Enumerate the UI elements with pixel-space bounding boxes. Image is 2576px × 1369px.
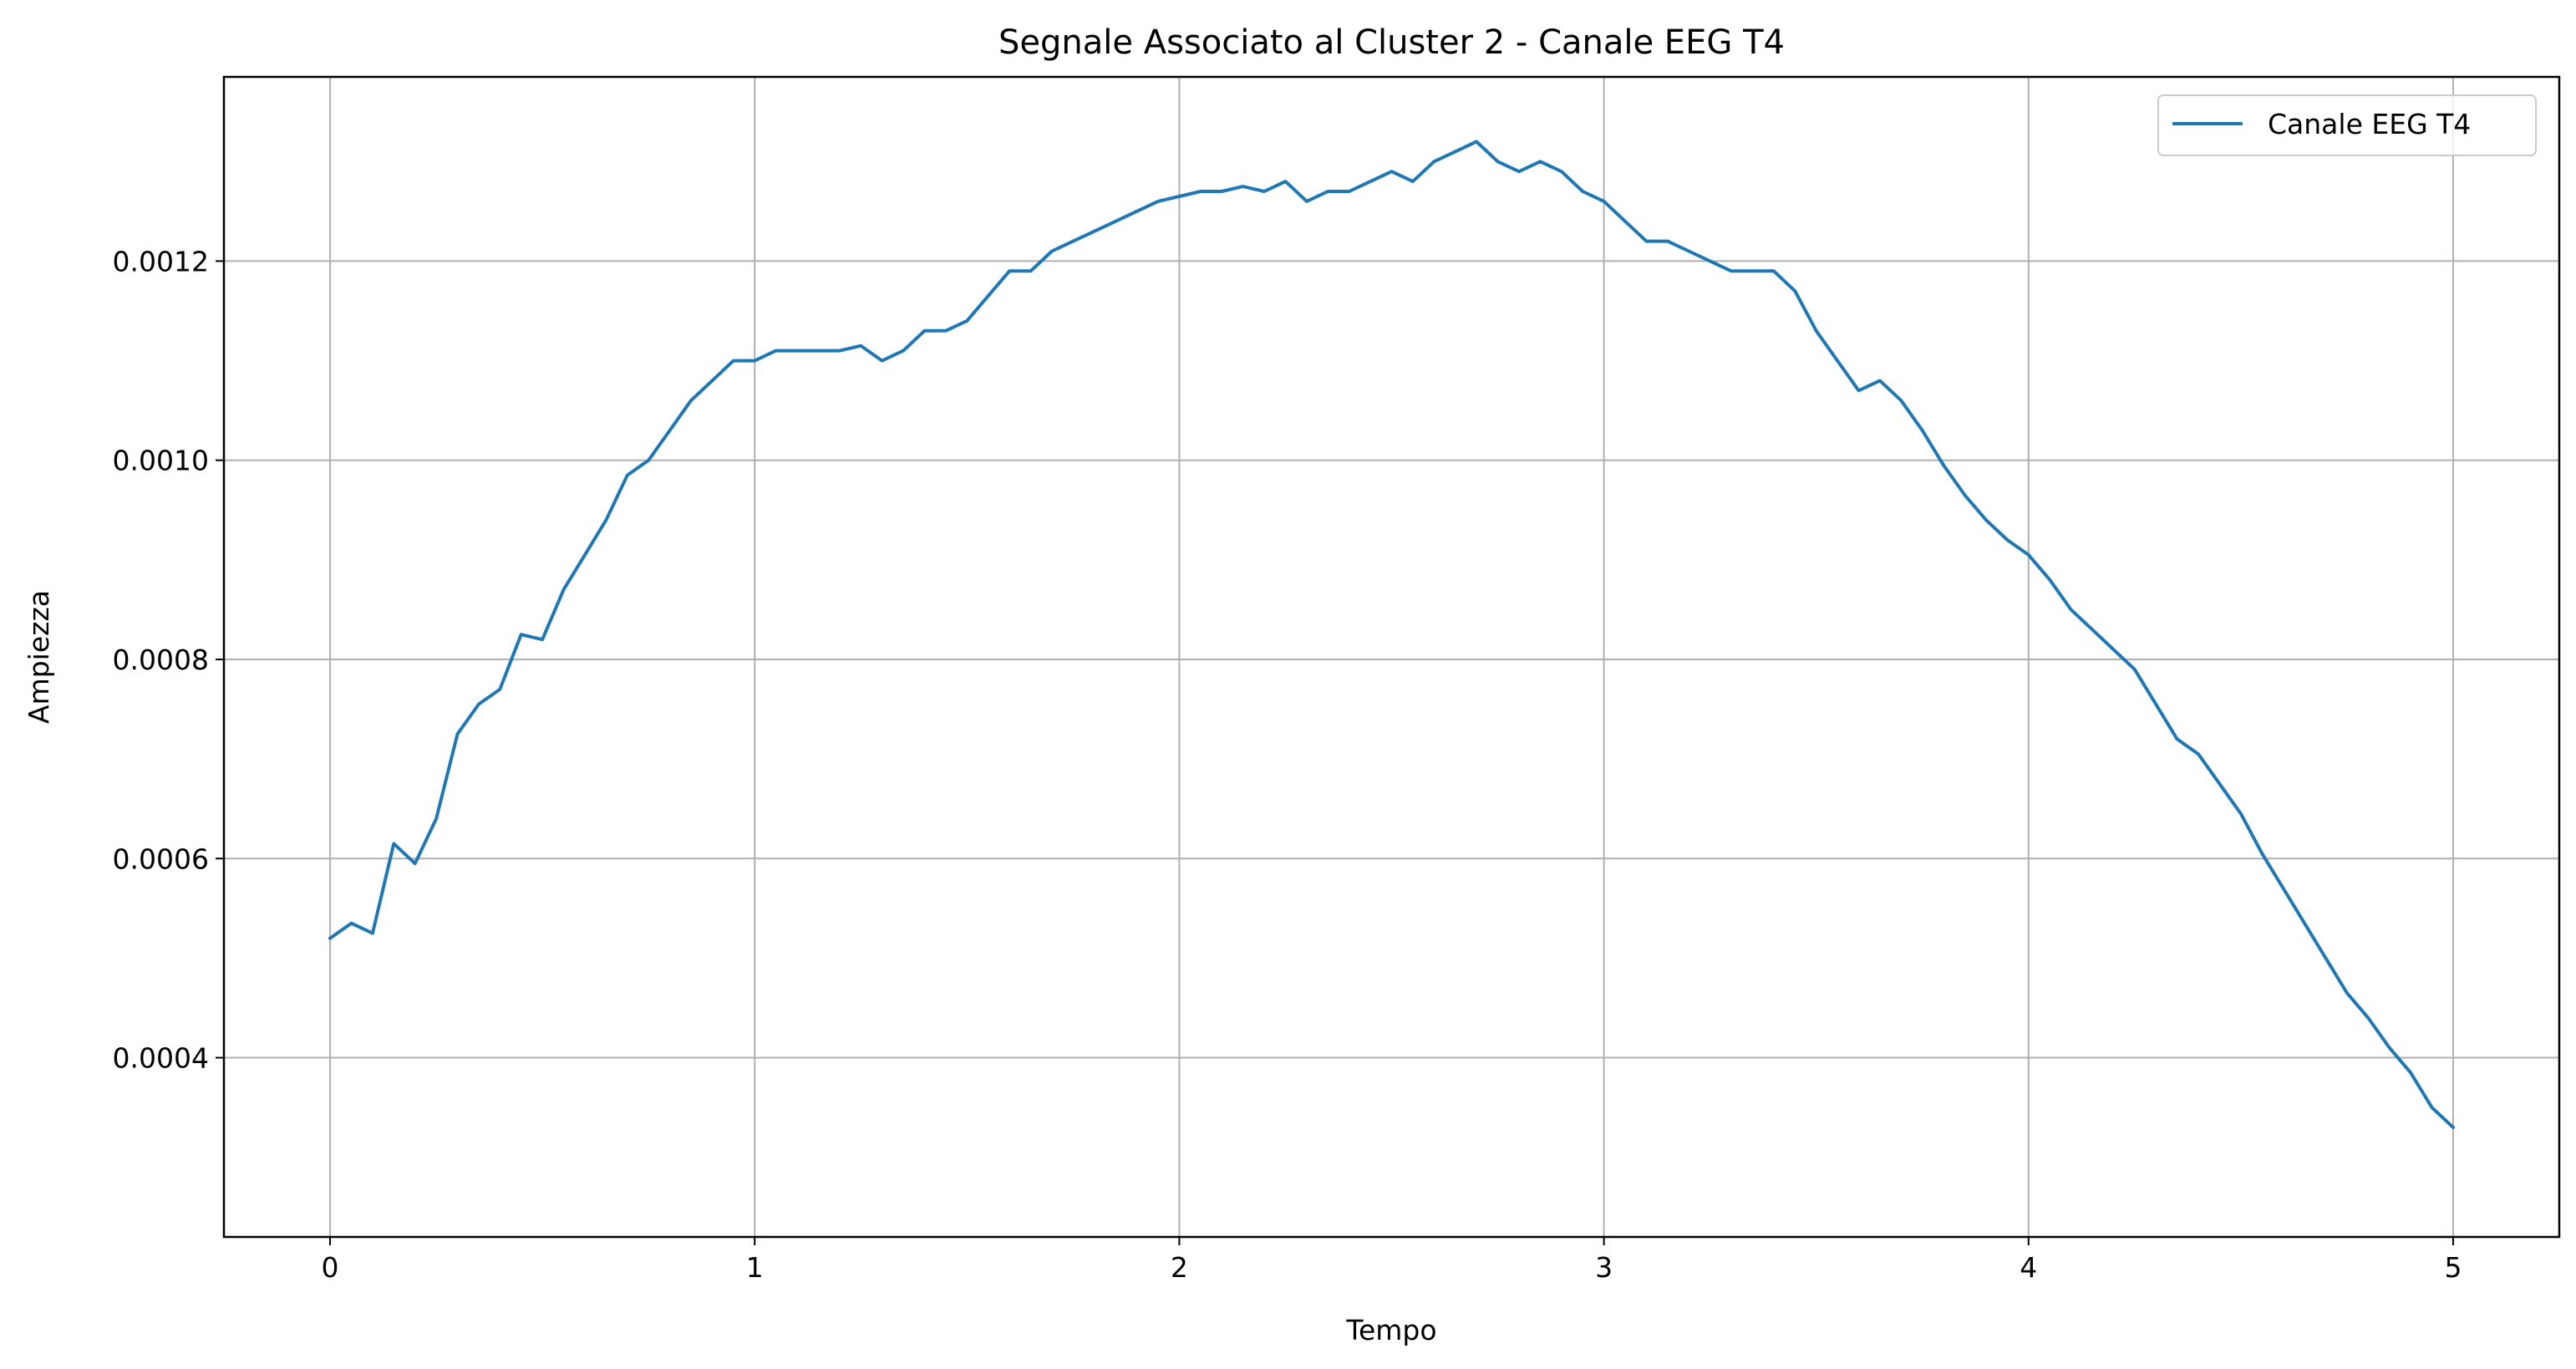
chart-title: Segnale Associato al Cluster 2 - Canale …	[998, 23, 1785, 62]
x-axis-label: Tempo	[1345, 1314, 1436, 1346]
series-layer	[328, 140, 2455, 1129]
x-tick-label: 5	[2444, 1251, 2462, 1284]
series-line	[328, 140, 2455, 1129]
x-tick-label: 4	[2020, 1251, 2037, 1284]
plot-frame	[222, 75, 2561, 1239]
y-axis-label: Ampiezza	[23, 590, 55, 724]
y-tick-label: 0.0008	[113, 644, 209, 676]
legend: Canale EEG T4	[2157, 94, 2537, 156]
y-tick-label: 0.0004	[113, 1042, 209, 1075]
legend-box	[2157, 94, 2537, 156]
plot-area	[224, 77, 2559, 1237]
y-tick-label: 0.0012	[113, 245, 209, 277]
legend-entry-label: Canale EEG T4	[2268, 108, 2471, 140]
x-tick-label: 2	[1171, 1251, 1188, 1284]
y-tick-label: 0.0006	[113, 842, 209, 875]
x-tick-label: 3	[1595, 1251, 1613, 1284]
x-tick-label: 0	[322, 1251, 339, 1284]
axis-ticks: 0 1 2 3 4 5 0.0004 0.0006 0.0008 0.0010 0.0012	[113, 245, 2462, 1284]
grid-lines	[224, 77, 2559, 1237]
x-tick-label: 1	[746, 1251, 764, 1284]
y-tick-label: 0.0010	[113, 445, 209, 477]
